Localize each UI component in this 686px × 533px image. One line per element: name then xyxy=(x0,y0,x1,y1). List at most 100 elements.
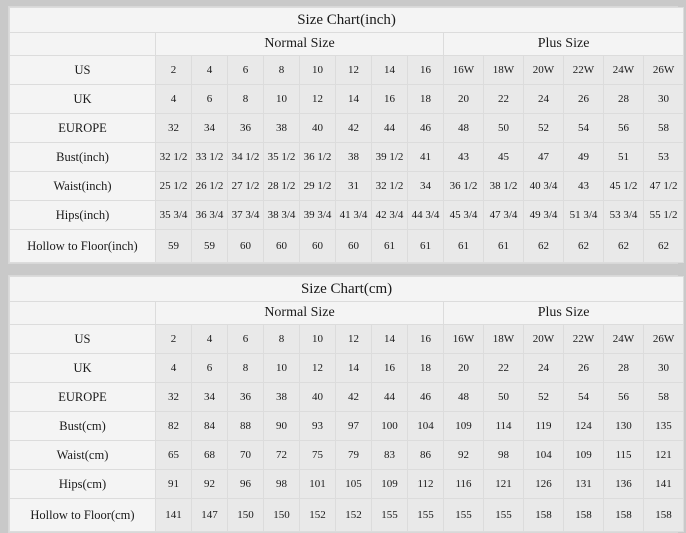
table-cell: 135 xyxy=(642,411,685,441)
row-label: EUROPE xyxy=(9,113,156,143)
table-cell: 2 xyxy=(155,324,192,354)
table-cell: 54 xyxy=(563,382,604,412)
table-cell: 101 xyxy=(299,469,336,499)
table-row: Bust(inch) 32 1/2 33 1/2 34 1/2 35 1/2 36 1/2… xyxy=(9,142,685,172)
table-cell: 36 xyxy=(227,382,264,412)
row-label: Bust(inch) xyxy=(9,142,156,172)
table-cell: 155 xyxy=(407,498,444,532)
table-cell: 56 xyxy=(603,113,644,143)
table-cell: 28 1/2 xyxy=(263,171,300,201)
table-cell: 6 xyxy=(191,353,228,383)
table-cell: 155 xyxy=(483,498,524,532)
table-cell: 47 1/2 xyxy=(642,171,685,201)
size-group-header: Plus Size xyxy=(442,301,685,325)
table-cell: 61 xyxy=(443,229,484,263)
table-cell: 158 xyxy=(563,498,604,532)
table-cell: 109 xyxy=(443,411,484,441)
chart-title-row: Size Chart(inch) xyxy=(8,7,685,33)
table-cell: 14 xyxy=(371,324,408,354)
table-row: EUROPE 32 34 36 38 40 42 44 46 48 50 52 54 56 58 xyxy=(9,113,685,143)
table-cell: 61 xyxy=(483,229,524,263)
table-cell: 44 3/4 xyxy=(407,200,444,230)
table-cell: 24W xyxy=(603,55,644,85)
size-chart-block: Size Chart(cm) Normal Size Plus Size US 2 4 6 8… xyxy=(8,275,685,533)
table-cell: 24 xyxy=(523,353,564,383)
table-cell: 30 xyxy=(642,353,685,383)
size-chart-table: Size Chart(inch) Normal Size Plus Size US 2 4… xyxy=(8,7,685,263)
table-cell: 12 xyxy=(335,55,372,85)
table-cell: 83 xyxy=(371,440,408,470)
table-cell: 49 xyxy=(563,142,604,172)
row-label: Bust(cm) xyxy=(9,411,156,441)
table-cell: 12 xyxy=(299,84,336,114)
row-label: Waist(inch) xyxy=(9,171,156,201)
table-cell: 37 3/4 xyxy=(227,200,264,230)
table-cell: 28 xyxy=(603,84,644,114)
table-cell: 18W xyxy=(483,324,524,354)
table-cell: 20 xyxy=(443,353,484,383)
table-cell: 60 xyxy=(335,229,372,263)
table-cell: 61 xyxy=(371,229,408,263)
table-cell: 45 1/2 xyxy=(603,171,644,201)
table-cell: 79 xyxy=(335,440,372,470)
table-cell: 51 3/4 xyxy=(563,200,604,230)
table-cell: 18 xyxy=(407,84,444,114)
table-cell: 26W xyxy=(642,55,685,85)
table-cell: 35 3/4 xyxy=(155,200,192,230)
table-cell: 61 xyxy=(407,229,444,263)
table-cell: 27 1/2 xyxy=(227,171,264,201)
table-cell: 8 xyxy=(227,353,264,383)
table-cell: 59 xyxy=(155,229,192,263)
table-cell: 49 3/4 xyxy=(523,200,564,230)
size-chart-table: Size Chart(cm) Normal Size Plus Size US 2 4 6 8… xyxy=(8,276,685,532)
table-cell: 48 xyxy=(443,382,484,412)
table-cell: 44 xyxy=(371,113,408,143)
table-cell: 152 xyxy=(299,498,336,532)
table-cell: 41 xyxy=(407,142,444,172)
row-label: US xyxy=(9,55,156,85)
table-cell: 16W xyxy=(443,55,484,85)
table-cell: 109 xyxy=(563,440,604,470)
table-cell: 6 xyxy=(227,55,264,85)
table-cell: 60 xyxy=(263,229,300,263)
row-label: Hollow to Floor(cm) xyxy=(9,498,156,532)
table-cell: 60 xyxy=(299,229,336,263)
table-cell: 36 1/2 xyxy=(299,142,336,172)
table-cell: 124 xyxy=(563,411,604,441)
table-cell: 52 xyxy=(523,382,564,412)
table-cell: 41 3/4 xyxy=(335,200,372,230)
table-cell: 62 xyxy=(603,229,644,263)
table-cell: 14 xyxy=(371,55,408,85)
table-cell: 50 xyxy=(483,382,524,412)
row-label: Waist(cm) xyxy=(9,440,156,470)
table-cell: 38 1/2 xyxy=(483,171,524,201)
table-cell: 28 xyxy=(603,353,644,383)
table-cell: 62 xyxy=(642,229,685,263)
table-cell: 119 xyxy=(523,411,564,441)
table-cell: 44 xyxy=(371,382,408,412)
table-cell: 60 xyxy=(227,229,264,263)
table-row: Hips(inch) 35 3/4 36 3/4 37 3/4 38 3/4 39 3/4… xyxy=(9,200,685,230)
table-cell: 104 xyxy=(407,411,444,441)
table-cell: 158 xyxy=(523,498,564,532)
table-cell: 4 xyxy=(155,353,192,383)
table-cell: 45 xyxy=(483,142,524,172)
table-cell: 16W xyxy=(443,324,484,354)
table-cell: 22W xyxy=(563,324,604,354)
size-group-header: Normal Size xyxy=(155,301,444,325)
table-cell: 12 xyxy=(299,353,336,383)
table-cell: 34 xyxy=(407,171,444,201)
table-cell: 14 xyxy=(335,353,372,383)
table-row: US 2 4 6 8 10 12 14 16 16W 18W 20W 22W 24W 26W xyxy=(9,55,685,85)
table-cell: 97 xyxy=(335,411,372,441)
table-cell: 82 xyxy=(155,411,192,441)
table-cell: 35 1/2 xyxy=(263,142,300,172)
table-cell: 36 1/2 xyxy=(443,171,484,201)
table-cell: 6 xyxy=(227,324,264,354)
table-cell: 50 xyxy=(483,113,524,143)
table-cell: 59 xyxy=(191,229,228,263)
table-cell: 70 xyxy=(227,440,264,470)
table-cell: 18 xyxy=(407,353,444,383)
table-cell: 24 xyxy=(523,84,564,114)
chart-title-row: Size Chart(cm) xyxy=(8,276,685,302)
